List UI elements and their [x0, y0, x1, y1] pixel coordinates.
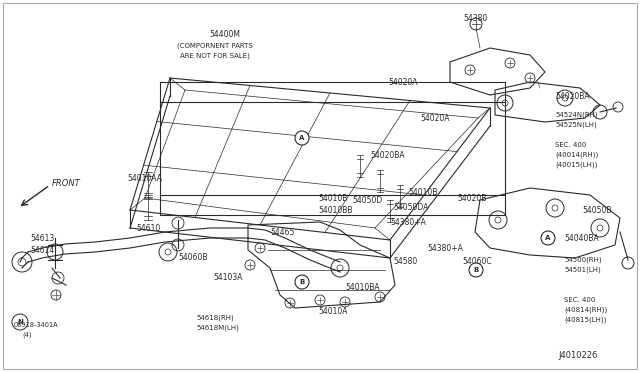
Text: 54380+A: 54380+A — [390, 218, 426, 227]
Text: 54613: 54613 — [30, 234, 54, 243]
Text: 54400M: 54400M — [209, 29, 241, 38]
Text: 54610: 54610 — [136, 224, 160, 232]
Text: 54010A: 54010A — [318, 308, 348, 317]
Text: 54010AA: 54010AA — [127, 173, 163, 183]
Text: 54040BA: 54040BA — [564, 234, 599, 243]
Text: 54010B: 54010B — [408, 187, 437, 196]
Text: A: A — [300, 135, 305, 141]
Text: B: B — [474, 267, 479, 273]
Text: 54050D: 54050D — [352, 196, 382, 205]
Text: (40814(RH)): (40814(RH)) — [564, 307, 607, 313]
Text: SEC. 400: SEC. 400 — [564, 297, 595, 303]
Text: 54380+A: 54380+A — [427, 244, 463, 253]
Text: 54020A: 54020A — [420, 113, 449, 122]
Text: ARE NOT FOR SALE): ARE NOT FOR SALE) — [180, 53, 250, 59]
Text: 54465: 54465 — [270, 228, 294, 237]
Text: 54060B: 54060B — [178, 253, 207, 263]
Text: (COMPORNENT PARTS: (COMPORNENT PARTS — [177, 43, 253, 49]
Text: A: A — [545, 235, 550, 241]
Text: J4010226: J4010226 — [558, 350, 597, 359]
Text: 54614: 54614 — [30, 246, 54, 254]
Text: 54020B: 54020B — [457, 193, 486, 202]
Text: (40014(RH)): (40014(RH)) — [555, 152, 598, 158]
Text: 54020BA: 54020BA — [555, 92, 589, 100]
Text: (4): (4) — [22, 332, 31, 338]
Text: 54103A: 54103A — [213, 273, 243, 282]
Text: 54524N(RH): 54524N(RH) — [555, 112, 598, 118]
Circle shape — [541, 231, 555, 245]
Text: 54380: 54380 — [463, 13, 487, 22]
Text: 54618(RH): 54618(RH) — [196, 315, 234, 321]
Circle shape — [12, 314, 28, 330]
Text: 54020A: 54020A — [388, 77, 417, 87]
Text: 54500(RH): 54500(RH) — [564, 257, 602, 263]
Text: (40015(LH)): (40015(LH)) — [555, 162, 597, 168]
Text: B: B — [300, 279, 305, 285]
Circle shape — [469, 263, 483, 277]
Text: 54060C: 54060C — [462, 257, 492, 266]
Text: (40815(LH)): (40815(LH)) — [564, 317, 606, 323]
Text: 54020BA: 54020BA — [370, 151, 404, 160]
Circle shape — [295, 275, 309, 289]
Text: 54580: 54580 — [393, 257, 417, 266]
Text: 08918-3401A: 08918-3401A — [14, 322, 59, 328]
Text: SEC. 400: SEC. 400 — [555, 142, 586, 148]
Text: 54525N(LH): 54525N(LH) — [555, 122, 596, 128]
Text: 54501(LH): 54501(LH) — [564, 267, 601, 273]
Text: 54010BB: 54010BB — [318, 205, 353, 215]
Text: 54010BA: 54010BA — [345, 283, 380, 292]
Text: N: N — [17, 319, 23, 325]
Text: 54050B: 54050B — [582, 205, 611, 215]
Text: 54010B: 54010B — [318, 193, 348, 202]
Text: FRONT: FRONT — [52, 179, 81, 187]
Circle shape — [295, 131, 309, 145]
Text: 54050DA: 54050DA — [393, 202, 428, 212]
Text: 54618M(LH): 54618M(LH) — [196, 325, 239, 331]
